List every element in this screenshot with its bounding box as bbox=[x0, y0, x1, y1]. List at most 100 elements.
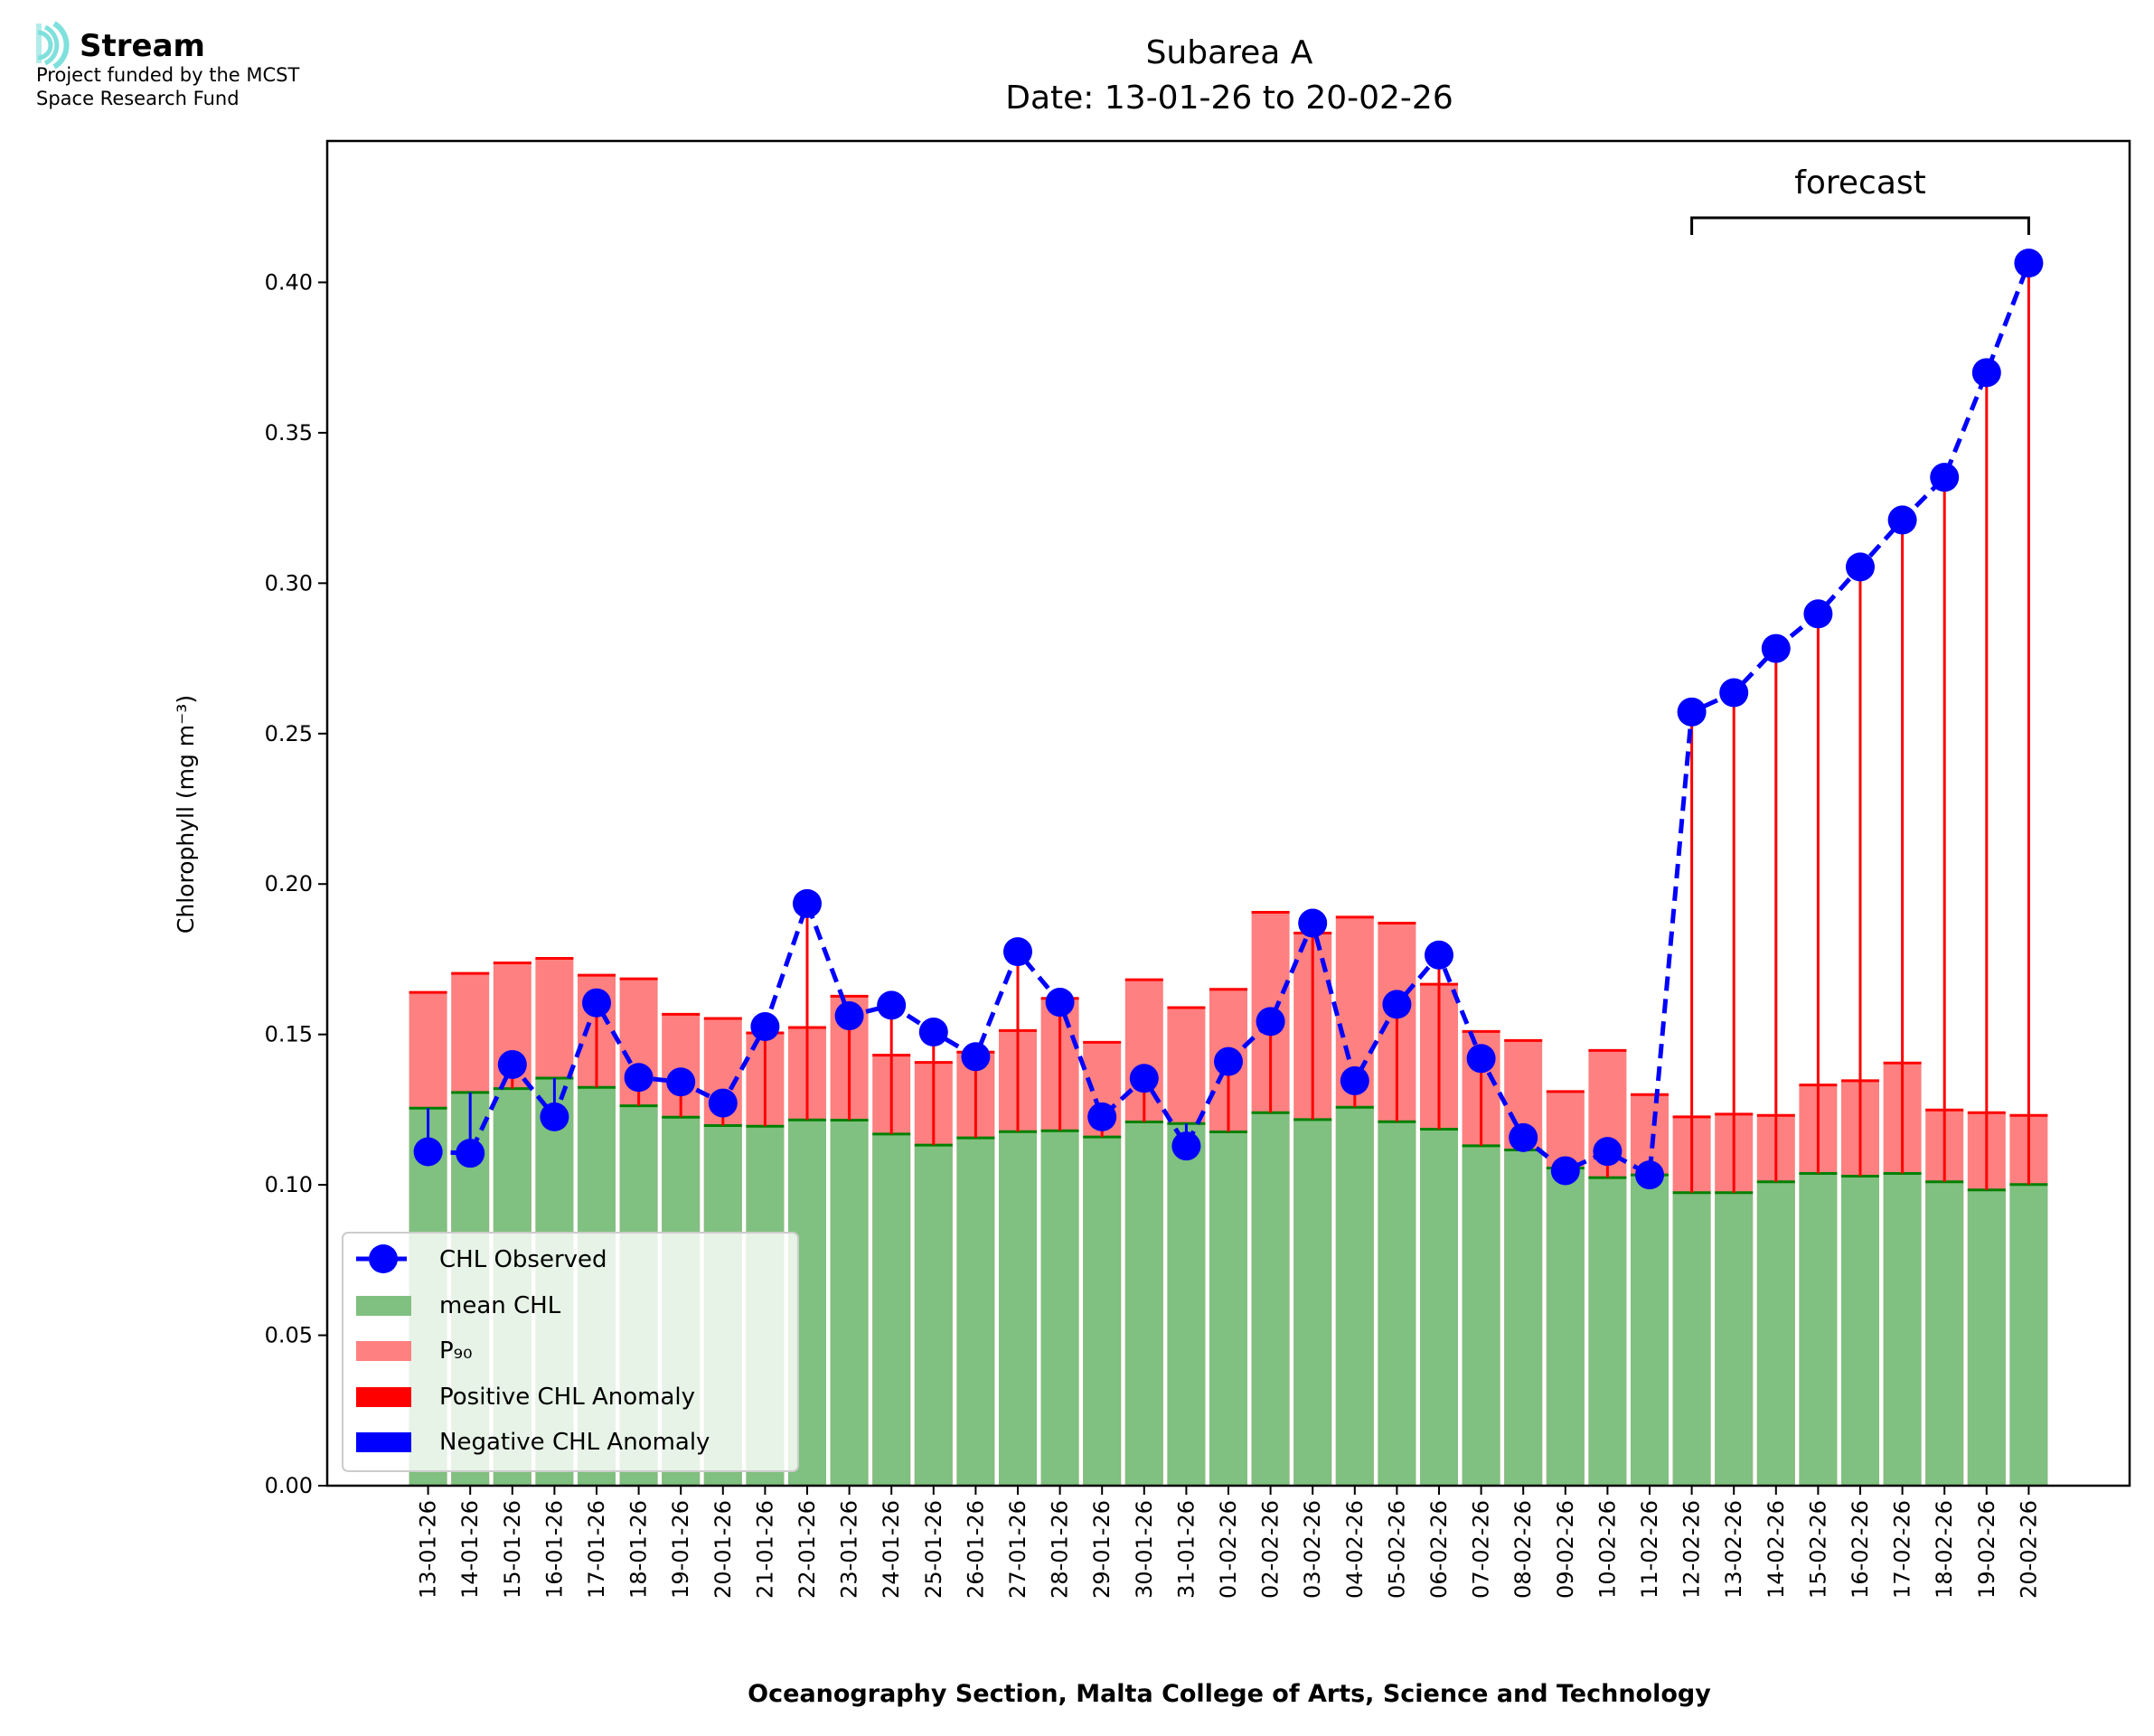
x-tick-label: 12-02-26 bbox=[1679, 1500, 1705, 1599]
legend-item-observed: CHL Observed bbox=[356, 1244, 607, 1273]
mean-bar bbox=[1756, 1181, 1795, 1486]
observed-point bbox=[1550, 1156, 1580, 1186]
observed-point bbox=[1930, 463, 1960, 493]
y-tick-label: 0.30 bbox=[265, 570, 313, 596]
x-tick-label: 21-01-26 bbox=[752, 1500, 777, 1599]
observed-point bbox=[1677, 697, 1707, 727]
x-tick-label: 14-01-26 bbox=[457, 1500, 483, 1599]
x-tick-label: 01-02-26 bbox=[1216, 1500, 1241, 1599]
x-tick-label: 18-02-26 bbox=[1932, 1500, 1957, 1599]
x-tick-label: 11-02-26 bbox=[1637, 1500, 1662, 1599]
x-tick-label: 03-02-26 bbox=[1300, 1500, 1325, 1599]
mean-bar bbox=[1588, 1178, 1627, 1486]
x-tick-label: 13-01-26 bbox=[416, 1500, 441, 1599]
observed-point bbox=[624, 1063, 654, 1093]
mean-bar bbox=[1083, 1137, 1122, 1486]
x-tick-label: 22-01-26 bbox=[795, 1500, 820, 1599]
observed-point bbox=[834, 1001, 864, 1031]
observed-point bbox=[1382, 990, 1412, 1019]
mean-bar bbox=[1672, 1192, 1711, 1486]
y-tick-label: 0.05 bbox=[265, 1323, 313, 1348]
x-tick-label: 09-02-26 bbox=[1553, 1500, 1578, 1599]
y-tick-label: 0.40 bbox=[265, 269, 313, 295]
mean-bar bbox=[1167, 1123, 1206, 1486]
legend-label: Positive CHL Anomaly bbox=[439, 1384, 695, 1411]
observed-point bbox=[1298, 908, 1328, 938]
x-tick-label: 06-02-26 bbox=[1426, 1500, 1452, 1599]
x-tick-label: 16-01-26 bbox=[541, 1500, 567, 1599]
legend-label: CHL Observed bbox=[439, 1246, 607, 1273]
observed-point bbox=[1635, 1160, 1664, 1190]
x-tick-label: 17-02-26 bbox=[1890, 1500, 1915, 1599]
forecast-label: forecast bbox=[1794, 164, 1926, 202]
x-tick-label: 20-02-26 bbox=[2016, 1500, 2041, 1599]
legend-label: mean CHL bbox=[439, 1292, 561, 1319]
legend-item-p90: P₉₀ bbox=[356, 1337, 473, 1365]
x-tick-label: 02-02-26 bbox=[1258, 1500, 1284, 1599]
x-tick-label: 08-02-26 bbox=[1510, 1500, 1536, 1599]
legend-frame bbox=[342, 1232, 799, 1472]
x-tick-label: 20-01-26 bbox=[710, 1500, 736, 1599]
observed-point bbox=[877, 990, 907, 1020]
x-tick-label: 17-01-26 bbox=[584, 1500, 609, 1599]
x-tick-label: 29-01-26 bbox=[1089, 1500, 1115, 1599]
mean-bar bbox=[830, 1120, 869, 1486]
x-tick-label: 27-01-26 bbox=[1005, 1500, 1030, 1599]
stream-logo: Stream Project funded by the MCST Space … bbox=[36, 21, 299, 109]
x-axis-label: Oceanography Section, Malta College of A… bbox=[748, 1680, 1711, 1708]
x-tick-label: 07-02-26 bbox=[1469, 1500, 1494, 1599]
chart-subtitle: Date: 13-01-26 to 20-02-26 bbox=[1005, 80, 1453, 117]
legend-label: Negative CHL Anomaly bbox=[439, 1429, 710, 1456]
mean-bar bbox=[1841, 1176, 1879, 1486]
x-tick-label: 19-01-26 bbox=[668, 1500, 693, 1599]
mean-bar bbox=[1251, 1112, 1290, 1486]
mean-bar bbox=[1378, 1121, 1416, 1486]
mean-bar bbox=[1124, 1121, 1163, 1486]
x-tick-label: 04-02-26 bbox=[1342, 1500, 1368, 1599]
y-tick-label: 0.25 bbox=[265, 721, 313, 746]
chart-title: Subarea A bbox=[1146, 34, 1313, 71]
observed-point bbox=[750, 1012, 780, 1042]
x-tick-label: 05-02-26 bbox=[1384, 1500, 1409, 1599]
observed-point bbox=[1803, 599, 1833, 629]
legend-item-mean: mean CHL bbox=[356, 1292, 561, 1319]
legend-item-negative: Negative CHL Anomaly bbox=[356, 1429, 710, 1456]
mean-bar bbox=[1293, 1119, 1332, 1486]
x-tick-label: 13-02-26 bbox=[1721, 1500, 1746, 1599]
observed-point bbox=[456, 1139, 485, 1168]
logo-line1: Project funded by the MCST bbox=[36, 64, 299, 86]
mean-bar bbox=[1799, 1173, 1838, 1486]
observed-point bbox=[1719, 678, 1749, 708]
observed-point bbox=[497, 1049, 527, 1079]
logo-line2: Space Research Fund bbox=[36, 88, 240, 109]
observed-point bbox=[1466, 1044, 1496, 1074]
observed-point bbox=[793, 888, 822, 918]
logo-name: Stream bbox=[80, 28, 205, 64]
mean-bar bbox=[1462, 1145, 1500, 1486]
mean-bar bbox=[956, 1138, 995, 1486]
observed-point bbox=[1214, 1046, 1243, 1076]
observed-point bbox=[1971, 358, 2001, 388]
logo-waves-icon bbox=[36, 21, 70, 70]
mean-bar bbox=[1040, 1131, 1079, 1486]
mean-bar bbox=[1546, 1168, 1585, 1486]
observed-point bbox=[582, 988, 611, 1018]
legend-label: P₉₀ bbox=[439, 1337, 473, 1365]
x-tick-label: 31-01-26 bbox=[1173, 1500, 1199, 1599]
mean-bar bbox=[914, 1145, 953, 1486]
mean-bar bbox=[1883, 1173, 1922, 1486]
legend: CHL Observed mean CHL P₉₀ Positive CHL A… bbox=[342, 1232, 799, 1472]
observed-point bbox=[1593, 1137, 1623, 1167]
observed-point bbox=[918, 1018, 948, 1047]
x-tick-label: 14-02-26 bbox=[1764, 1500, 1789, 1599]
mean-bar bbox=[1504, 1150, 1543, 1486]
forecast-bracket: forecast bbox=[1690, 164, 2030, 235]
observed-point bbox=[1425, 940, 1453, 970]
observed-point bbox=[1129, 1064, 1159, 1093]
mean-bar bbox=[2009, 1184, 2048, 1486]
observed-point bbox=[1846, 552, 1875, 582]
y-tick-label: 0.35 bbox=[265, 420, 313, 446]
observed-point bbox=[1887, 505, 1917, 535]
observed-point bbox=[1340, 1065, 1369, 1095]
